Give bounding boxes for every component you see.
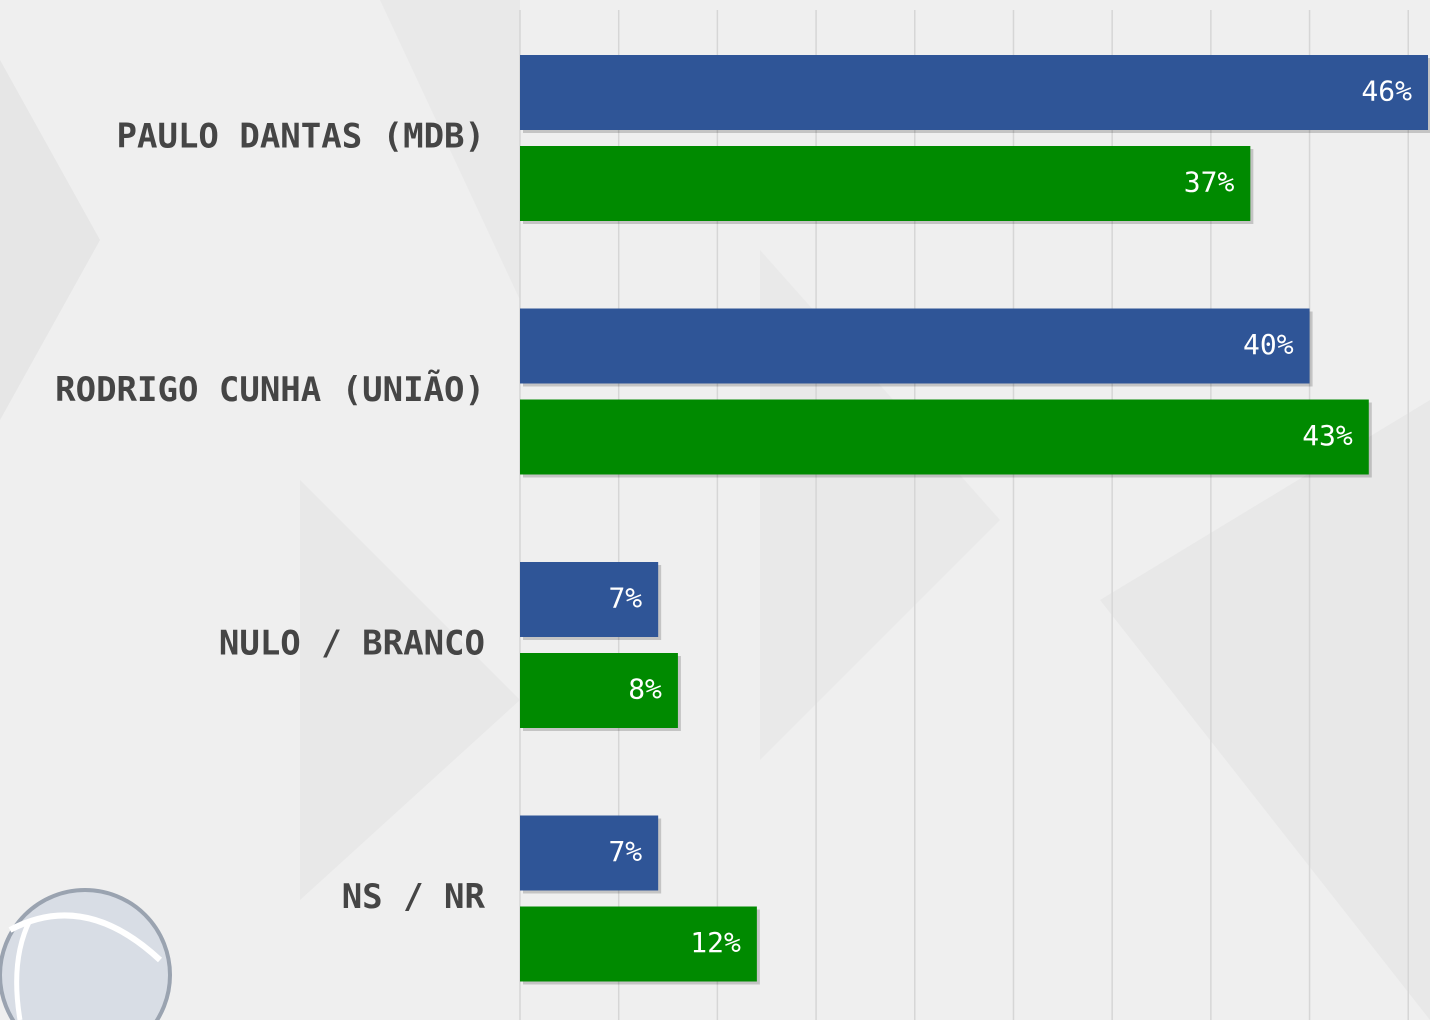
bar (520, 562, 659, 637)
category-label: NULO / BRANCO (219, 624, 485, 664)
bar (520, 146, 1251, 221)
value-label: 7% (608, 835, 642, 868)
category-label: PAULO DANTAS (MDB) (117, 117, 485, 157)
value-label: 7% (608, 582, 642, 615)
value-label: 8% (628, 673, 662, 706)
category-label: NS / NR (342, 877, 486, 917)
value-label: 40% (1243, 328, 1294, 361)
value-label: 12% (690, 926, 741, 959)
bar (520, 815, 659, 891)
value-label: 46% (1361, 75, 1412, 108)
bar (520, 308, 1310, 384)
bar (520, 399, 1369, 475)
value-label: 37% (1184, 166, 1235, 199)
bar (520, 653, 678, 728)
category-label: RODRIGO CUNHA (UNIÃO) (55, 369, 485, 410)
value-label: 43% (1302, 419, 1353, 452)
logo (0, 888, 172, 1020)
bar (520, 55, 1428, 130)
bar (520, 906, 757, 982)
